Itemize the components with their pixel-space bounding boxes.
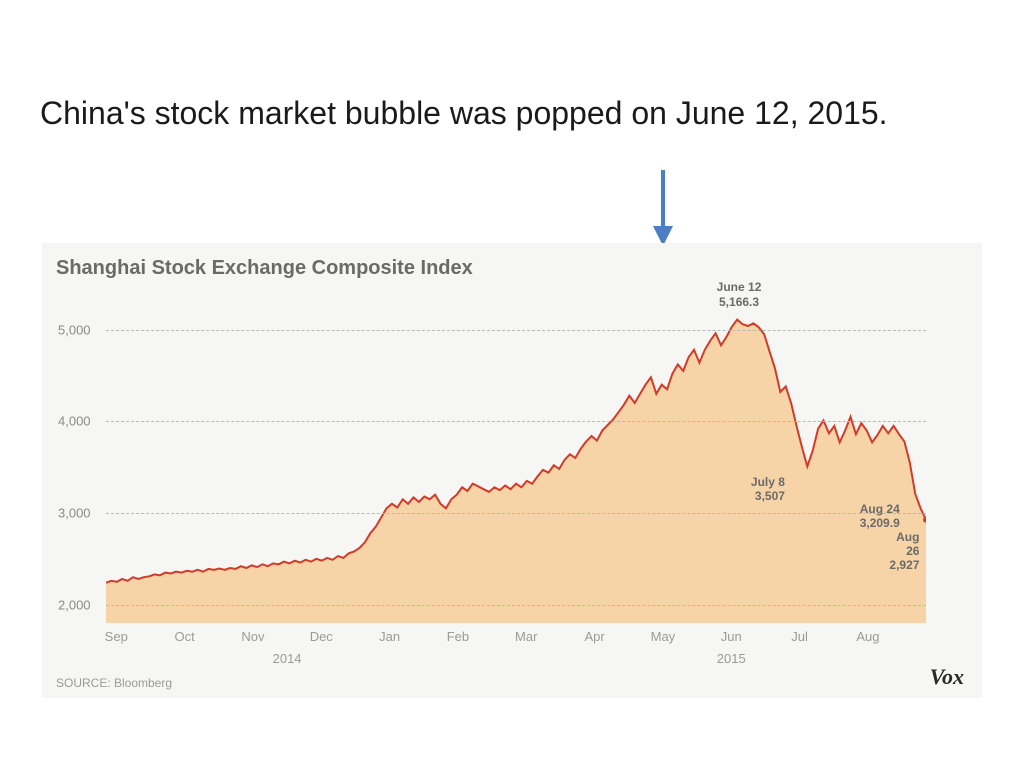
y-tick-label: 4,000 [58, 414, 91, 429]
y-tick-label: 5,000 [58, 322, 91, 337]
x-tick-label: Aug [856, 629, 879, 644]
x-tick-label: Feb [447, 629, 469, 644]
chart-annotation: July 83,507 [751, 475, 785, 504]
x-tick-label: Jun [721, 629, 742, 644]
grid-line [106, 605, 926, 606]
x-year-label: 2015 [717, 651, 746, 666]
x-year-label: 2014 [273, 651, 302, 666]
x-tick-label: Nov [241, 629, 264, 644]
grid-line [106, 513, 926, 514]
x-tick-label: Apr [584, 629, 604, 644]
y-tick-label: 3,000 [58, 506, 91, 521]
x-tick-label: May [651, 629, 676, 644]
x-tick-label: Jan [379, 629, 400, 644]
page-title: China's stock market bubble was popped o… [40, 95, 888, 132]
source-label: SOURCE: Bloomberg [56, 676, 172, 690]
x-tick-label: Oct [174, 629, 194, 644]
x-tick-label: Jul [791, 629, 808, 644]
stock-chart: Shanghai Stock Exchange Composite Index … [42, 243, 982, 698]
grid-line [106, 421, 926, 422]
chart-annotation: Aug 262,927 [889, 530, 919, 573]
chart-title: Shanghai Stock Exchange Composite Index [56, 257, 473, 280]
chart-annotation: June 125,166.3 [717, 280, 762, 309]
x-tick-label: Mar [515, 629, 537, 644]
x-tick-label: Dec [310, 629, 333, 644]
chart-annotation: Aug 243,209.9 [860, 502, 900, 531]
x-tick-label: Sep [105, 629, 128, 644]
plot-area: 2,0003,0004,0005,000SepOctNovDecJanFebMa… [106, 293, 926, 623]
callout-arrow [648, 168, 678, 248]
y-tick-label: 2,000 [58, 597, 91, 612]
grid-line [106, 330, 926, 331]
brand-logo: Vox [930, 664, 964, 690]
